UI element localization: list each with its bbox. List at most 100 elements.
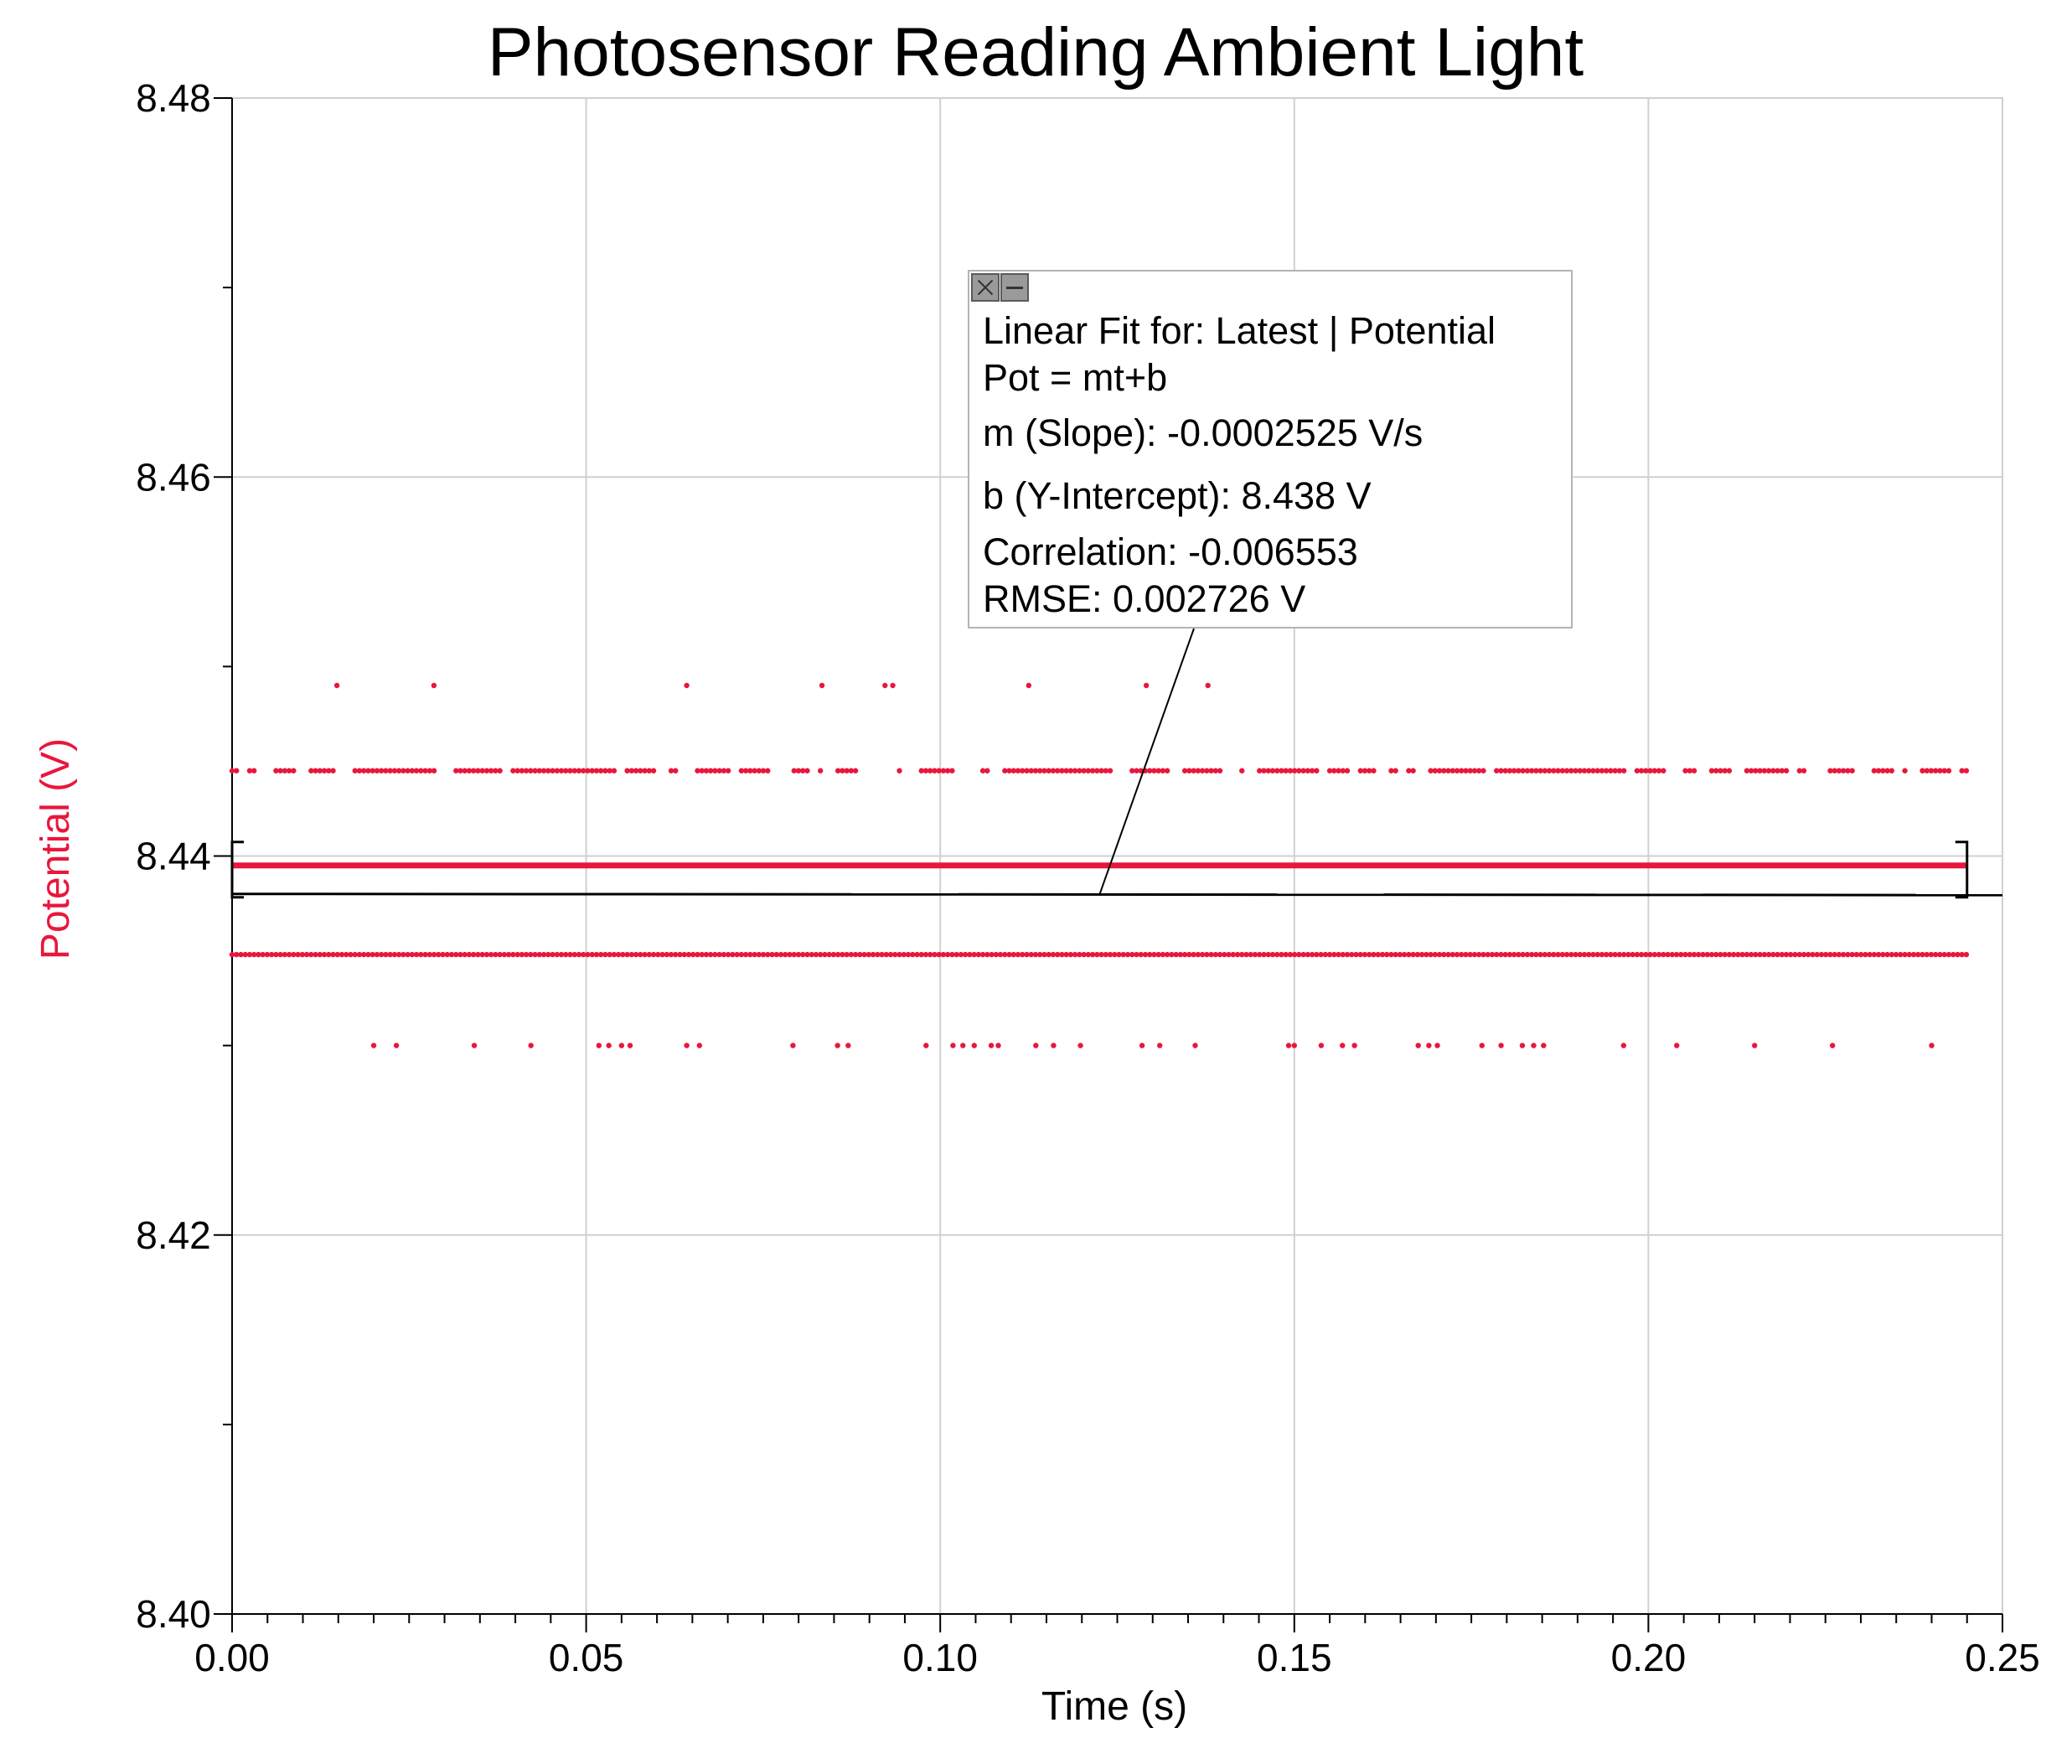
data-point [695,951,700,958]
data-point [1748,951,1754,958]
data-point [1383,951,1390,958]
data-point [471,951,477,958]
data-point [944,951,951,958]
data-point [1142,951,1149,958]
data-point [602,951,608,958]
data-point [932,951,938,958]
data-point [1845,768,1851,773]
y-tick-label: 8.44 [136,835,211,878]
data-point [330,768,336,773]
data-point [273,768,279,773]
data-point [475,768,481,773]
axes: 0.00 0.05 0.10 0.15 0.20 0.25 8.40 8.42 8.44 8.46… [136,76,2040,1679]
data-point [684,1042,690,1048]
data-point [1002,768,1008,773]
data-point [431,682,437,689]
data-point [993,951,1000,958]
data-point [338,951,345,958]
data-point [1537,768,1543,773]
data-point [238,951,244,958]
data-point [628,768,635,773]
data-point [1933,768,1939,773]
data-point [1638,951,1645,958]
data-point [483,951,490,958]
data-point [1344,951,1351,958]
data-point [234,768,240,773]
data-point [1594,951,1600,958]
data-point [1318,951,1324,958]
data-point [1651,951,1658,958]
data-point [528,768,534,773]
data-point [260,951,266,958]
data-point [1691,768,1697,773]
data-point [1261,768,1267,773]
minimize-icon[interactable] [1000,273,1029,302]
data-point [1620,1042,1627,1048]
data-point [1739,951,1745,958]
data-point [1661,951,1666,958]
data-point [1063,951,1069,958]
data-point [497,951,503,958]
data-point [1208,951,1214,958]
data-point [1770,951,1776,958]
data-point [1735,951,1741,958]
data-point [1379,951,1386,958]
data-point [1871,768,1878,773]
data-point [1542,768,1548,773]
data-point [378,768,385,773]
data-point [303,951,310,958]
data-point [1770,768,1776,773]
fit-correlation: Correlation: -0.006553 [983,530,1358,573]
data-point [1020,951,1026,958]
y-tick-label: 8.42 [136,1213,211,1257]
data-point [747,768,753,773]
close-icon[interactable] [971,273,1000,302]
data-point [1603,951,1610,958]
data-point [1151,768,1157,773]
data-point [286,951,292,958]
data-point [576,951,582,958]
data-point [848,951,855,958]
data-point [1502,768,1508,773]
data-point [391,951,398,958]
data-point [334,951,340,958]
data-point [1015,768,1021,773]
data-point [514,951,520,958]
annotation-leader-line [1098,628,1195,895]
data-point [1551,768,1557,773]
data-point [1498,1042,1504,1048]
data-point [1915,951,1921,958]
data-point [910,951,916,958]
data-point [848,768,855,773]
data-point [1849,951,1855,958]
data-point [1651,768,1658,773]
x-tick-label: 0.15 [1257,1636,1332,1679]
data-point [995,1042,1001,1048]
data-point [1656,768,1662,773]
data-point [1010,768,1016,773]
data-point [1261,951,1267,958]
data-point [1880,951,1886,958]
data-point [229,768,235,773]
data-point [1493,951,1500,958]
data-point [795,768,802,773]
data-point [395,951,402,958]
data-point [1037,768,1043,773]
data-point [1059,768,1065,773]
data-point [1406,768,1412,773]
data-point [277,768,283,773]
data-point [264,951,271,958]
data-point [571,768,577,773]
data-point [1287,768,1294,773]
data-point [1459,951,1465,958]
data-point [611,768,617,773]
data-point [896,951,902,958]
data-point [642,951,648,958]
data-point [1291,951,1298,958]
data-point [352,951,358,958]
fit-lines [230,628,2003,899]
data-point [1779,951,1785,958]
data-point [918,951,924,958]
linear-fit-annotation[interactable]: Linear Fit for: Latest | Potential Pot =… [968,270,1573,629]
data-point [1006,951,1012,958]
